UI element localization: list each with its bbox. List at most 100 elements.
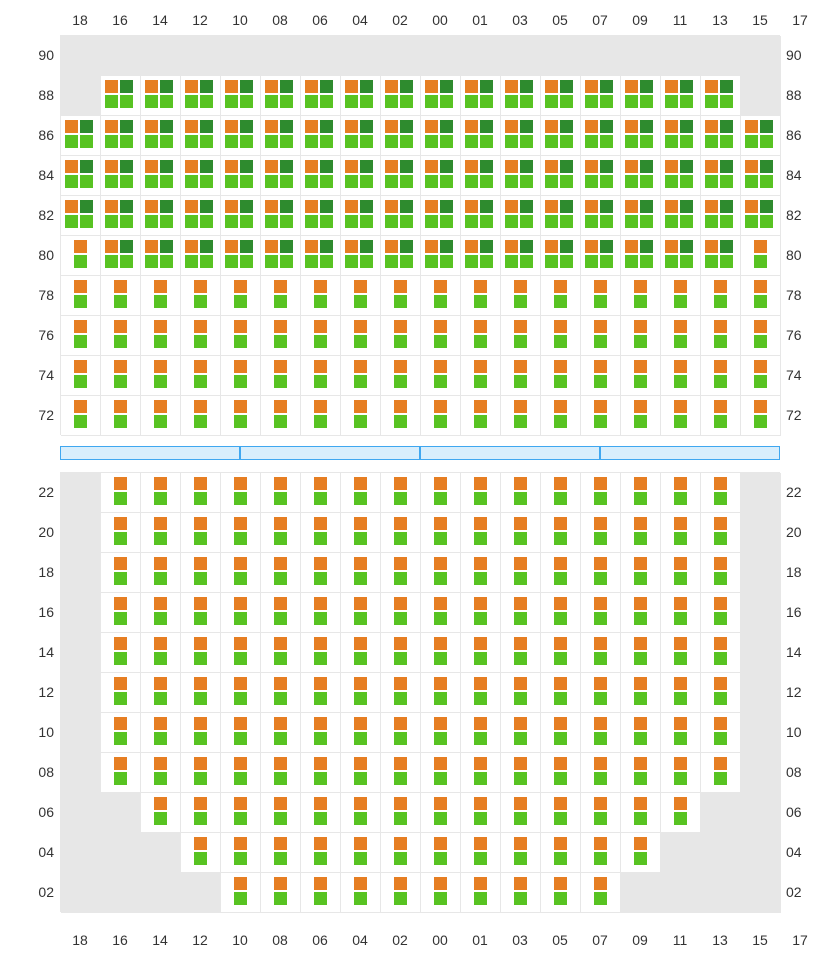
seat-cell[interactable] — [661, 633, 701, 673]
seat-cell[interactable] — [581, 276, 621, 316]
seat-cell[interactable] — [501, 396, 541, 436]
seat-cell[interactable] — [581, 473, 621, 513]
seat-cell[interactable] — [261, 276, 301, 316]
seat-cell[interactable] — [581, 316, 621, 356]
seat-cell[interactable] — [301, 316, 341, 356]
seat-cell[interactable] — [301, 116, 341, 156]
seat-cell[interactable] — [221, 673, 261, 713]
seat-cell[interactable] — [301, 833, 341, 873]
seat-cell[interactable] — [101, 553, 141, 593]
seat-cell[interactable] — [261, 236, 301, 276]
seat-cell[interactable] — [101, 713, 141, 753]
seat-cell[interactable] — [101, 356, 141, 396]
seat-cell[interactable] — [341, 196, 381, 236]
seat-cell[interactable] — [141, 593, 181, 633]
seat-cell[interactable] — [261, 356, 301, 396]
seat-cell[interactable] — [61, 196, 101, 236]
seat-cell[interactable] — [621, 396, 661, 436]
seat-cell[interactable] — [221, 513, 261, 553]
seat-cell[interactable] — [341, 356, 381, 396]
seat-cell[interactable] — [621, 793, 661, 833]
seat-cell[interactable] — [581, 633, 621, 673]
seat-cell[interactable] — [141, 156, 181, 196]
seat-cell[interactable] — [621, 473, 661, 513]
seat-cell[interactable] — [181, 76, 221, 116]
seat-cell[interactable] — [381, 316, 421, 356]
seat-cell[interactable] — [141, 633, 181, 673]
seat-cell[interactable] — [661, 356, 701, 396]
seat-cell[interactable] — [101, 593, 141, 633]
seat-cell[interactable] — [261, 316, 301, 356]
seat-cell[interactable] — [461, 873, 501, 913]
seat-cell[interactable] — [301, 713, 341, 753]
seat-cell[interactable] — [301, 553, 341, 593]
seat-cell[interactable] — [341, 793, 381, 833]
seat-cell[interactable] — [381, 276, 421, 316]
seat-cell[interactable] — [701, 633, 741, 673]
seat-cell[interactable] — [541, 553, 581, 593]
seat-cell[interactable] — [141, 793, 181, 833]
seat-cell[interactable] — [181, 793, 221, 833]
seat-cell[interactable] — [501, 793, 541, 833]
seat-cell[interactable] — [541, 513, 581, 553]
seat-cell[interactable] — [341, 236, 381, 276]
seat-cell[interactable] — [221, 713, 261, 753]
seat-cell[interactable] — [421, 673, 461, 713]
seat-cell[interactable] — [621, 156, 661, 196]
seat-cell[interactable] — [61, 156, 101, 196]
seat-cell[interactable] — [261, 553, 301, 593]
seat-cell[interactable] — [461, 793, 501, 833]
seat-cell[interactable] — [741, 156, 781, 196]
seat-cell[interactable] — [421, 633, 461, 673]
seat-cell[interactable] — [621, 553, 661, 593]
seat-cell[interactable] — [341, 473, 381, 513]
seat-cell[interactable] — [301, 753, 341, 793]
seat-cell[interactable] — [381, 156, 421, 196]
seat-cell[interactable] — [461, 473, 501, 513]
seat-cell[interactable] — [461, 713, 501, 753]
seat-cell[interactable] — [741, 236, 781, 276]
seat-cell[interactable] — [741, 356, 781, 396]
seat-cell[interactable] — [181, 316, 221, 356]
seat-cell[interactable] — [661, 196, 701, 236]
seat-cell[interactable] — [661, 236, 701, 276]
seat-cell[interactable] — [541, 116, 581, 156]
seat-cell[interactable] — [221, 873, 261, 913]
seat-cell[interactable] — [221, 76, 261, 116]
seat-cell[interactable] — [181, 553, 221, 593]
seat-cell[interactable] — [581, 356, 621, 396]
seat-cell[interactable] — [141, 236, 181, 276]
seat-cell[interactable] — [741, 396, 781, 436]
seat-cell[interactable] — [181, 473, 221, 513]
seat-cell[interactable] — [381, 473, 421, 513]
seat-cell[interactable] — [621, 276, 661, 316]
seat-cell[interactable] — [221, 473, 261, 513]
seat-cell[interactable] — [181, 356, 221, 396]
seat-cell[interactable] — [541, 753, 581, 793]
seat-cell[interactable] — [741, 316, 781, 356]
seat-cell[interactable] — [181, 713, 221, 753]
seat-cell[interactable] — [501, 593, 541, 633]
seat-cell[interactable] — [661, 753, 701, 793]
seat-cell[interactable] — [181, 236, 221, 276]
seat-cell[interactable] — [381, 356, 421, 396]
seat-cell[interactable] — [661, 793, 701, 833]
seat-cell[interactable] — [261, 633, 301, 673]
seat-cell[interactable] — [301, 76, 341, 116]
seat-cell[interactable] — [341, 513, 381, 553]
seat-cell[interactable] — [701, 673, 741, 713]
seat-cell[interactable] — [581, 553, 621, 593]
seat-cell[interactable] — [621, 833, 661, 873]
seat-cell[interactable] — [501, 753, 541, 793]
seat-cell[interactable] — [101, 633, 141, 673]
seat-cell[interactable] — [341, 833, 381, 873]
seat-cell[interactable] — [101, 236, 141, 276]
seat-cell[interactable] — [421, 276, 461, 316]
seat-cell[interactable] — [381, 833, 421, 873]
seat-cell[interactable] — [421, 593, 461, 633]
seat-cell[interactable] — [141, 473, 181, 513]
seat-cell[interactable] — [501, 196, 541, 236]
seat-cell[interactable] — [421, 793, 461, 833]
seat-cell[interactable] — [501, 473, 541, 513]
seat-cell[interactable] — [701, 76, 741, 116]
